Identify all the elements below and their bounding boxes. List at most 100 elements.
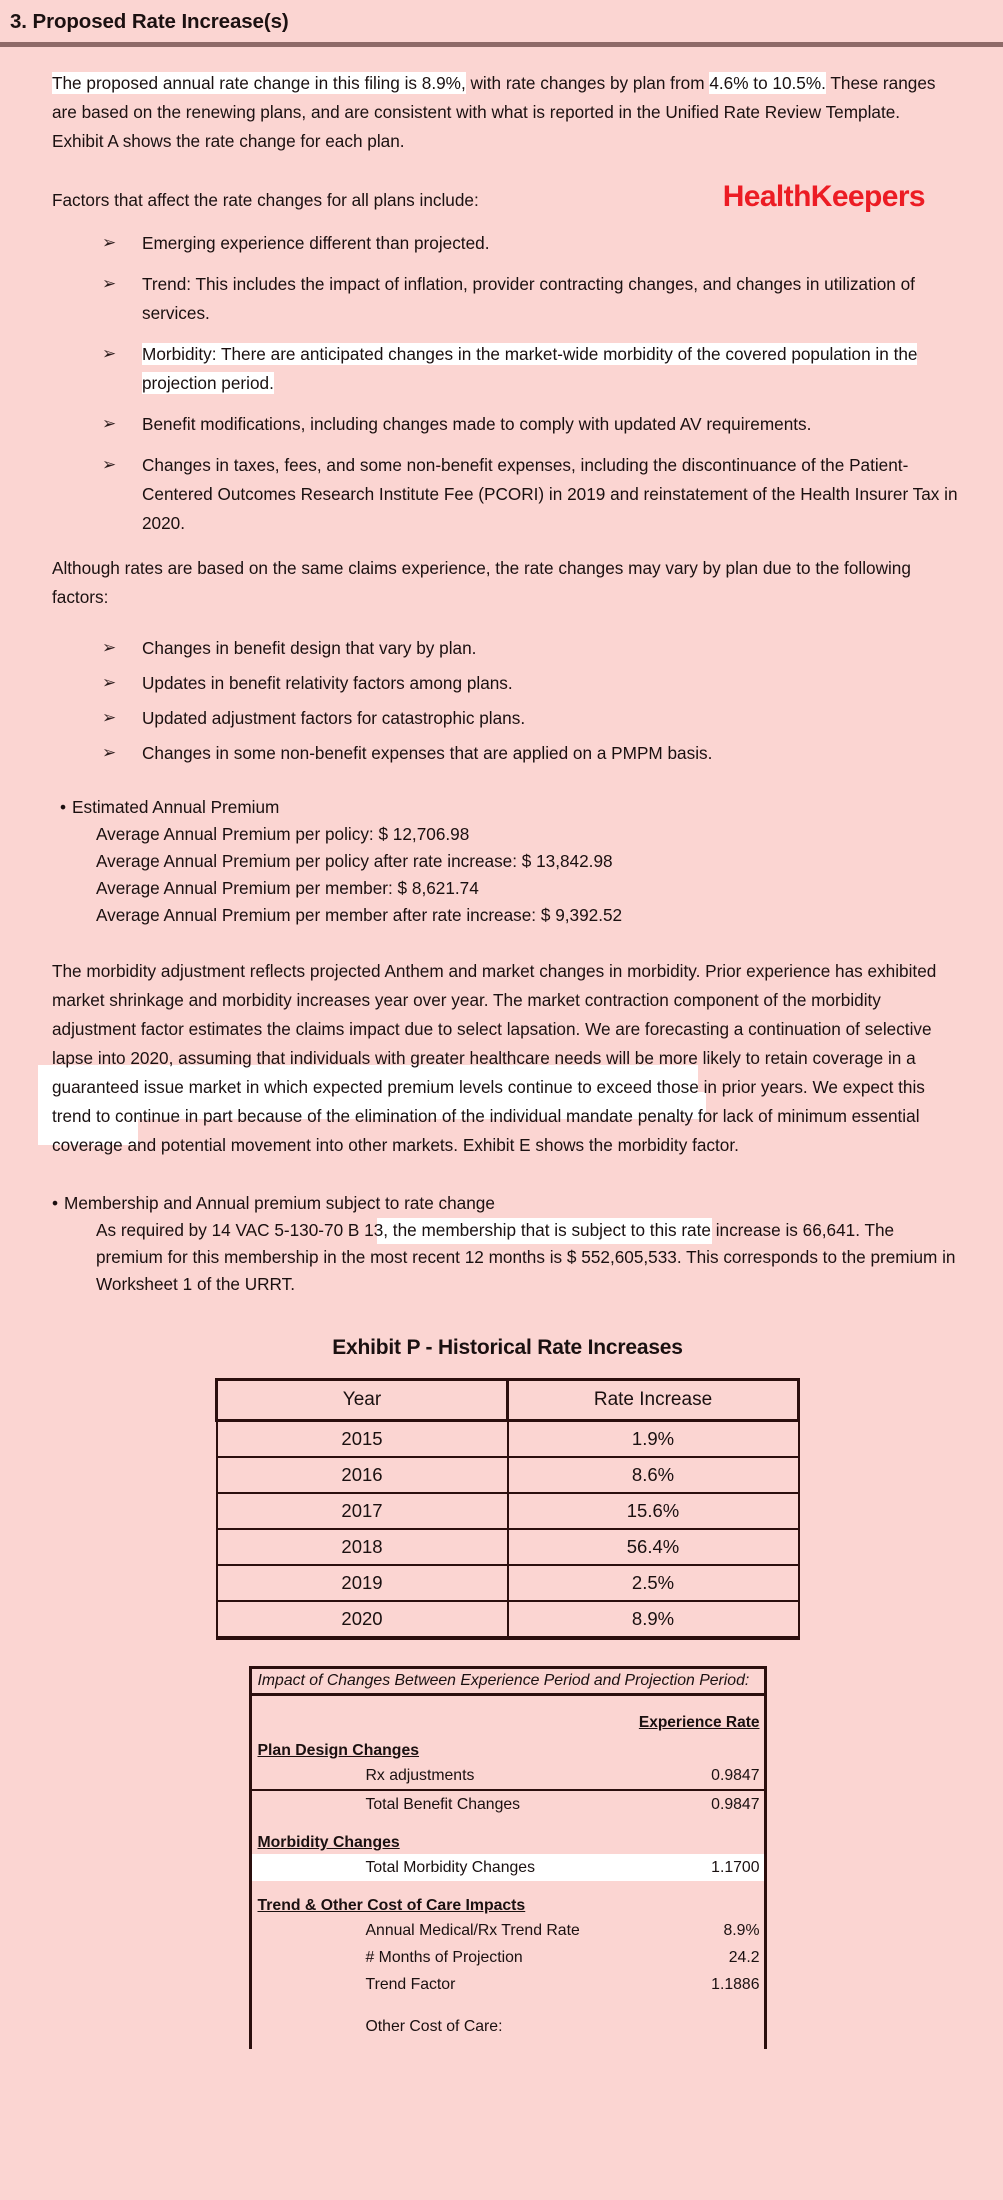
morbidity-highlight-strip-3 — [38, 1119, 138, 1145]
variation-list: ➢ Changes in benefit design that vary by… — [52, 634, 963, 768]
premium-values-list: Average Annual Premium per policy: $ 12,… — [52, 821, 963, 929]
impact-row-label: Total Morbidity Changes — [365, 1859, 535, 1876]
impact-column-header: Experience Rate — [638, 1714, 760, 1731]
column-header-rate-increase: Rate Increase — [506, 1378, 800, 1422]
impact-row-label: Total Benefit Changes — [365, 1796, 521, 1813]
cell-year: 2016 — [215, 1456, 509, 1494]
membership-heading: Membership and Annual premium subject to… — [64, 1193, 495, 1213]
membership-heading-line: • Membership and Annual premium subject t… — [52, 1190, 963, 1217]
factors-list: ➢ Emerging experience different than pro… — [52, 229, 963, 538]
arrow-bullet-icon: ➢ — [102, 455, 117, 474]
intro-highlight-range: 4.6% to 10.5%. — [709, 72, 826, 94]
arrow-bullet-icon: ➢ — [102, 673, 117, 692]
impact-row-value: 0.9847 — [711, 1767, 760, 1784]
section-header-block: 3. Proposed Rate Increase(s) — [0, 0, 1003, 47]
table-row: 2017 15.6% — [215, 1492, 800, 1530]
arrow-bullet-icon: ➢ — [102, 344, 117, 363]
list-item: ➢ Benefit modifications, including chang… — [98, 410, 963, 439]
premium-line: Average Annual Premium per policy: $ 12,… — [96, 824, 470, 844]
impact-row-value: 1.1700 — [711, 1859, 760, 1876]
intro-highlight-rate: The proposed annual rate change in this … — [52, 72, 466, 94]
impact-spacer — [252, 1881, 764, 1891]
list-item: ➢ Trend: This includes the impact of inf… — [98, 270, 963, 328]
variation-leadin-block: Although rates are based on the same cla… — [52, 554, 963, 612]
estimated-premium-block: • Estimated Annual Premium Average Annual… — [52, 794, 963, 929]
cell-year: 2018 — [215, 1528, 509, 1566]
list-item: ➢ Morbidity: There are anticipated chang… — [98, 340, 963, 398]
premium-line: Average Annual Premium per member after … — [96, 905, 623, 925]
arrow-bullet-icon: ➢ — [102, 414, 117, 433]
arrow-bullet-icon: ➢ — [102, 638, 117, 657]
dot-bullet-icon: • — [60, 797, 67, 817]
intro-text-rest: These ranges are based on the renewing p… — [52, 73, 936, 151]
impact-row: Trend Factor 1.1886 — [252, 1971, 764, 1998]
list-item-label: Emerging experience different than proje… — [142, 233, 490, 253]
impact-row-value: 24.2 — [728, 1949, 760, 1966]
morbidity-paragraph-block: The morbidity adjustment reflects projec… — [38, 957, 963, 1160]
cell-year: 2015 — [215, 1419, 509, 1458]
morbidity-highlight-strip-2 — [38, 1092, 706, 1119]
variation-lead-in: Although rates are based on the same cla… — [52, 558, 911, 607]
exhibit-p-table-wrap: Year Rate Increase 2015 1.9% 2016 8.6% — [52, 1378, 963, 1640]
cell-year: 2017 — [215, 1492, 509, 1530]
arrow-bullet-icon: ➢ — [102, 708, 117, 727]
healthkeepers-logo: HealthKeepers — [722, 180, 926, 213]
impact-row: Annual Medical/Rx Trend Rate 8.9% — [252, 1917, 764, 1944]
cell-rate-increase: 2.5% — [506, 1564, 800, 1602]
premium-heading: Estimated Annual Premium — [72, 797, 280, 817]
cell-rate-increase: 15.6% — [506, 1492, 800, 1530]
list-item-label: Updated adjustment factors for catastrop… — [142, 708, 526, 728]
arrow-bullet-icon: ➢ — [102, 233, 117, 252]
intro-paragraph: The proposed annual rate change in this … — [52, 69, 963, 156]
list-item-label: Changes in some non-benefit expenses tha… — [142, 743, 713, 763]
morbidity-paragraph: The morbidity adjustment reflects projec… — [52, 961, 937, 1155]
impact-row-label: Trend Factor — [365, 1976, 456, 1993]
impact-spacer — [252, 1818, 764, 1828]
list-item: ➢ Updated adjustment factors for catastr… — [98, 704, 963, 733]
exhibit-p-table: Year Rate Increase 2015 1.9% 2016 8.6% — [215, 1378, 800, 1640]
table-row: 2018 56.4% — [215, 1528, 800, 1566]
impact-row: # Months of Projection 24.2 — [252, 1944, 764, 1971]
impact-row-value: 8.9% — [723, 1922, 760, 1939]
cell-year: 2020 — [215, 1600, 509, 1640]
impact-row-label: # Months of Projection — [365, 1949, 523, 1966]
list-item: ➢ Updates in benefit relativity factors … — [98, 669, 963, 698]
impact-row: Total Morbidity Changes 1.1700 — [251, 1854, 764, 1881]
list-item-label: Morbidity: There are anticipated changes… — [142, 343, 918, 394]
intro-paragraph-block: The proposed annual rate change in this … — [52, 69, 963, 156]
exhibit-p-title: Exhibit P - Historical Rate Increases — [332, 1336, 683, 1359]
impact-row-label: Rx adjustments — [365, 1767, 475, 1784]
arrow-bullet-icon: ➢ — [102, 274, 117, 293]
intro-text-mid: with rate changes by plan from — [465, 73, 710, 93]
list-item: ➢ Changes in some non-benefit expenses t… — [98, 739, 963, 768]
list-item: ➢ Changes in taxes, fees, and some non-b… — [98, 451, 963, 538]
list-item-label: Trend: This includes the impact of infla… — [142, 274, 915, 323]
cell-rate-increase: 8.9% — [506, 1600, 800, 1640]
list-item: ➢ Changes in benefit design that vary by… — [98, 634, 963, 663]
impact-table-caption: Impact of Changes Between Experience Per… — [251, 1669, 764, 1696]
table-row: 2020 8.9% — [215, 1600, 800, 1640]
impact-spacer — [252, 1998, 764, 2014]
arrow-bullet-icon: ➢ — [102, 743, 117, 762]
impact-group-plan-design: Plan Design Changes — [257, 1742, 420, 1759]
cell-rate-increase: 56.4% — [506, 1528, 800, 1566]
table-row: 2019 2.5% — [215, 1564, 800, 1602]
column-header-year: Year — [215, 1378, 509, 1422]
membership-highlight-strip — [377, 1218, 712, 1244]
page-title: 3. Proposed Rate Increase(s) — [10, 10, 289, 33]
cell-rate-increase: 8.6% — [506, 1456, 800, 1494]
impact-row-label: Annual Medical/Rx Trend Rate — [365, 1922, 580, 1939]
list-item: ➢ Emerging experience different than pro… — [98, 229, 963, 258]
cell-rate-increase: 1.9% — [506, 1419, 800, 1458]
header-divider — [0, 42, 1003, 47]
premium-heading-line: • Estimated Annual Premium — [52, 794, 963, 821]
list-item-label: Changes in benefit design that vary by p… — [142, 638, 477, 658]
impact-row: Rx adjustments 0.9847 — [251, 1762, 764, 1791]
list-item-label: Changes in taxes, fees, and some non-ben… — [142, 455, 958, 533]
membership-text-wrap: As required by 14 VAC 5-130-70 B 13, the… — [52, 1217, 963, 1298]
impact-row-value: 0.9847 — [711, 1796, 760, 1813]
impact-spacer — [252, 2039, 764, 2049]
factors-lead-in: Factors that affect the rate changes for… — [52, 190, 479, 210]
table-row: 2015 1.9% — [215, 1419, 800, 1458]
